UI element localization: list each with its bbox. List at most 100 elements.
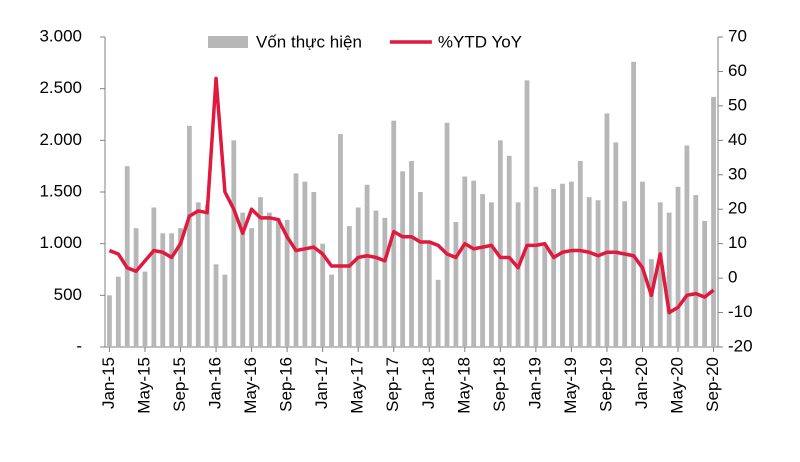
x-tick-label: Sep-18 <box>490 357 509 412</box>
bar <box>400 171 406 347</box>
y-tick-label: 500 <box>54 285 82 304</box>
bar <box>124 166 130 347</box>
bar <box>240 212 246 347</box>
bar <box>222 274 228 347</box>
bar <box>684 145 690 347</box>
bar <box>631 61 637 348</box>
x-tick-label: Jan-18 <box>419 357 438 409</box>
bar <box>275 217 281 347</box>
bar <box>213 264 219 347</box>
x-tick-label: Jan-15 <box>99 357 118 409</box>
bar <box>551 188 557 347</box>
bar <box>107 295 112 347</box>
bar <box>426 243 432 347</box>
x-tick-label: May-18 <box>454 357 473 414</box>
y-tick-label: 2.500 <box>39 78 82 97</box>
y-tick-label: 2.000 <box>39 130 82 149</box>
bar <box>497 140 503 347</box>
x-tick-label: May-20 <box>668 357 687 414</box>
bar <box>266 212 272 347</box>
bar <box>657 202 663 347</box>
bar <box>622 201 628 347</box>
y2-tick-label: -20 <box>728 336 753 355</box>
bar <box>142 271 148 347</box>
bar <box>648 259 654 347</box>
bar <box>435 279 441 347</box>
bar <box>204 204 210 347</box>
bar <box>702 220 708 347</box>
x-tick-label: May-19 <box>561 357 580 414</box>
y-tick-label: - <box>76 336 82 355</box>
bar <box>453 221 459 347</box>
y2-tick-label: 70 <box>728 26 747 45</box>
y2-tick-label: 30 <box>728 164 747 183</box>
bar <box>577 161 583 347</box>
x-tick-label: Jan-16 <box>206 357 225 409</box>
bar <box>595 200 601 347</box>
bar <box>693 195 699 347</box>
bar <box>195 202 201 347</box>
bar <box>338 134 343 347</box>
bar <box>186 125 192 347</box>
x-tick-label: Sep-16 <box>277 357 296 412</box>
x-tick-label: May-17 <box>348 357 367 414</box>
y2-tick-label: 40 <box>728 130 747 149</box>
bar <box>604 113 610 347</box>
line <box>108 76 715 315</box>
legend-label: %YTD YoY <box>438 32 522 51</box>
bar <box>258 197 263 347</box>
bar <box>613 142 619 347</box>
bar <box>444 122 450 348</box>
bar <box>675 186 681 347</box>
bar <box>346 226 352 347</box>
bar <box>560 183 565 347</box>
y2-tick-label: -10 <box>728 302 753 321</box>
bar <box>515 202 521 347</box>
bar <box>542 243 548 347</box>
x-tick-label: Sep-20 <box>703 357 722 412</box>
bar <box>409 161 414 347</box>
x-tick-label: May-16 <box>241 357 260 414</box>
bar <box>666 212 672 347</box>
bar <box>364 184 370 347</box>
bar <box>329 274 334 347</box>
bar <box>480 194 485 347</box>
y2-tick-label: 60 <box>728 61 747 80</box>
y2-tick-label: 0 <box>728 268 737 287</box>
bar <box>471 180 477 347</box>
bar <box>533 186 539 347</box>
x-tick-label: Jan-20 <box>632 357 651 409</box>
bar <box>417 192 423 347</box>
bar <box>151 207 157 347</box>
bar <box>382 217 388 347</box>
x-tick-label: Sep-17 <box>383 357 402 412</box>
bar <box>311 192 317 347</box>
bar <box>640 181 645 347</box>
bar <box>373 210 379 347</box>
bar <box>489 202 494 347</box>
bar <box>249 228 254 347</box>
bar <box>320 243 326 347</box>
legend-swatch <box>208 36 248 48</box>
x-tick-label: May-15 <box>134 357 153 414</box>
bar <box>293 173 299 347</box>
bar <box>711 96 716 347</box>
bar <box>586 197 592 347</box>
y-tick-label: 1.000 <box>39 233 82 252</box>
bar <box>133 228 139 347</box>
bar <box>169 233 175 347</box>
bar <box>302 181 308 347</box>
x-tick-label: Sep-19 <box>596 357 615 412</box>
x-tick-label: Jan-19 <box>525 357 544 409</box>
y2-tick-label: 50 <box>728 95 747 114</box>
bar <box>231 140 237 347</box>
bar <box>506 155 512 347</box>
y2-tick-label: 10 <box>728 233 747 252</box>
y-tick-label: 3.000 <box>39 26 82 45</box>
bar <box>462 176 468 347</box>
bar <box>284 219 290 347</box>
x-tick-label: Sep-15 <box>170 357 189 412</box>
bar <box>178 228 183 347</box>
y-tick-label: 1.500 <box>39 181 82 200</box>
